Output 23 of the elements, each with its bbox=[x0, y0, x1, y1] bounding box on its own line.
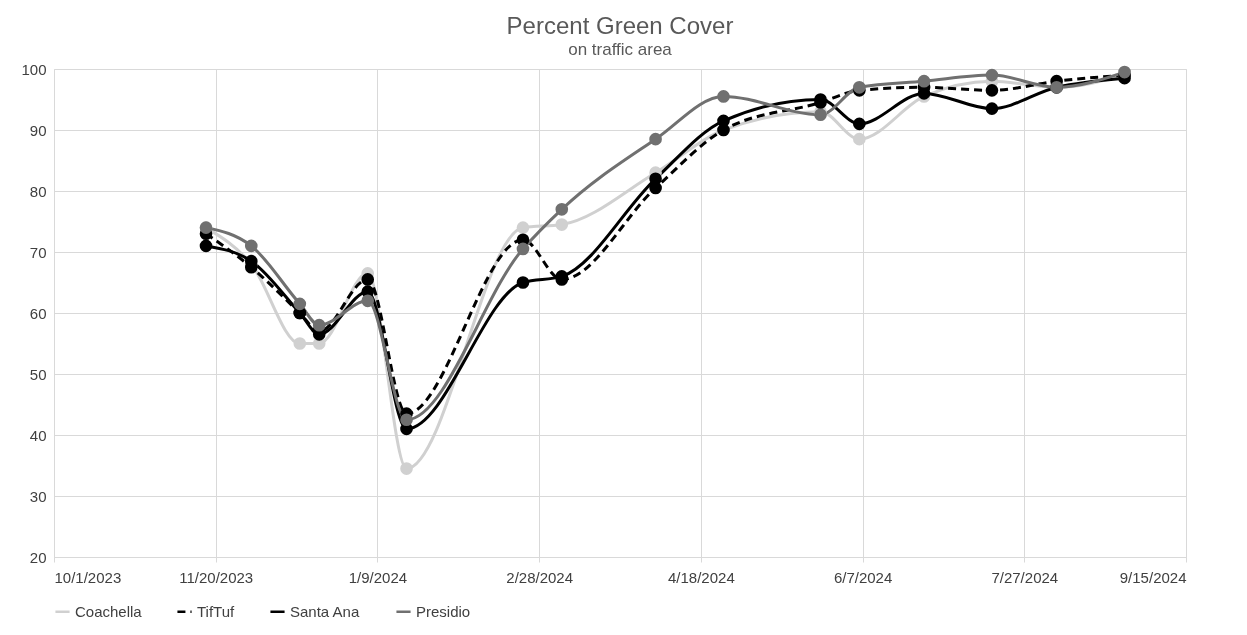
y-tick-label: 100 bbox=[21, 60, 47, 78]
legend-label: Presidio bbox=[416, 602, 471, 620]
y-tick-label: 90 bbox=[29, 121, 47, 139]
x-tick-label: 6/7/2024 bbox=[833, 568, 893, 586]
legend-label: Coachella bbox=[75, 602, 143, 620]
x-tick-label: 4/18/2024 bbox=[667, 568, 735, 586]
x-tick-label: 10/1/2023 bbox=[54, 568, 122, 586]
x-tick-label: 9/15/2024 bbox=[1119, 568, 1187, 586]
y-tick-label: 60 bbox=[29, 304, 47, 322]
y-tick-label: 50 bbox=[29, 365, 47, 383]
chart-title: Percent Green Cover bbox=[506, 12, 734, 39]
x-tick-label: 7/27/2024 bbox=[991, 568, 1059, 586]
legend-label: TifTuf bbox=[197, 602, 236, 620]
y-tick-label: 70 bbox=[29, 243, 47, 261]
y-tick-label: 80 bbox=[29, 182, 47, 200]
x-tick-label: 1/9/2024 bbox=[348, 568, 408, 586]
x-tick-label: 2/28/2024 bbox=[506, 568, 574, 586]
x-tick-label: 11/20/2023 bbox=[179, 568, 254, 586]
chart-subtitle: on traffic area bbox=[568, 40, 673, 59]
y-tick-label: 40 bbox=[29, 426, 47, 444]
y-tick-label: 30 bbox=[29, 487, 47, 505]
legend-label: Santa Ana bbox=[290, 602, 360, 620]
y-tick-label: 20 bbox=[29, 548, 47, 566]
